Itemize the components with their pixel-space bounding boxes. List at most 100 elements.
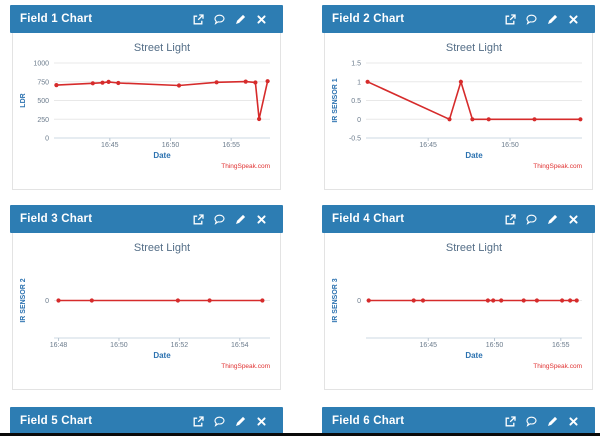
comment-icon[interactable] (213, 415, 225, 427)
chart-svg: Street Light 0 16:45 16:50 16:55 Date IR SENSO… (332, 242, 582, 370)
panel-actions (504, 213, 579, 225)
svg-text:16:50: 16:50 (162, 142, 180, 149)
panel-actions (192, 415, 267, 427)
panel-header: Field 2 Chart (322, 5, 595, 33)
svg-text:Date: Date (153, 151, 171, 160)
chart-field-1: Street Light 0 250 500 750 1000 16:45 16:50 16:5… (14, 34, 280, 189)
svg-text:16:45: 16:45 (101, 142, 119, 149)
chart-panel: Field 3 Chart (10, 205, 283, 390)
panel-body: Street Light 0 16:48 16:50 16:52 16:54 Date IR … (12, 233, 281, 390)
svg-text:750: 750 (37, 79, 49, 86)
close-icon[interactable] (567, 13, 579, 25)
svg-text:16:48: 16:48 (50, 342, 68, 349)
svg-text:ThingSpeak.com: ThingSpeak.com (221, 163, 270, 170)
svg-text:1: 1 (357, 79, 361, 86)
panel-actions (192, 213, 267, 225)
panel-body: Street Light 0 250 500 750 1000 16:45 16:50 16:5… (12, 33, 281, 190)
svg-text:0: 0 (45, 136, 49, 143)
panel-header: Field 6 Chart (322, 407, 595, 433)
svg-text:LDR: LDR (20, 93, 27, 107)
comment-icon[interactable] (525, 13, 537, 25)
svg-text:500: 500 (37, 98, 49, 105)
external-link-icon[interactable] (192, 415, 204, 427)
edit-pencil-icon[interactable] (546, 13, 558, 25)
external-link-icon[interactable] (192, 13, 204, 25)
panel-body: Street Light -0.5 0 0.5 1 1.5 16:45 16:50 Date IR… (324, 33, 593, 190)
svg-text:ThingSpeak.com: ThingSpeak.com (533, 363, 582, 370)
svg-text:Street Light: Street Light (446, 242, 502, 254)
panel-actions (192, 13, 267, 25)
panel-header: Field 1 Chart (10, 5, 283, 33)
svg-text:0: 0 (357, 298, 361, 305)
comment-icon[interactable] (213, 13, 225, 25)
chart-field-3: Street Light 0 16:48 16:50 16:52 16:54 Date IR … (14, 234, 280, 389)
chart-field-4: Street Light 0 16:45 16:50 16:55 Date IR SENSO… (326, 234, 592, 389)
panel-title: Field 6 Chart (332, 415, 405, 427)
svg-text:16:54: 16:54 (231, 342, 249, 349)
panel-title: Field 2 Chart (332, 13, 405, 25)
edit-pencil-icon[interactable] (546, 213, 558, 225)
close-icon[interactable] (567, 415, 579, 427)
svg-text:16:50: 16:50 (110, 342, 128, 349)
chart-svg: Street Light -0.5 0 0.5 1 1.5 16:45 16:50 Date IR… (332, 42, 583, 170)
panel-actions (504, 13, 579, 25)
panel-body: Street Light 0 16:45 16:50 16:55 Date IR SENSO… (324, 233, 593, 390)
svg-text:250: 250 (37, 117, 49, 124)
edit-pencil-icon[interactable] (546, 415, 558, 427)
external-link-icon[interactable] (504, 213, 516, 225)
chart-panel: Field 6 Chart (322, 407, 595, 433)
svg-text:0: 0 (45, 298, 49, 305)
svg-text:16:50: 16:50 (486, 342, 504, 349)
svg-text:Street Light: Street Light (134, 242, 190, 254)
svg-text:Date: Date (465, 151, 483, 160)
svg-text:ThingSpeak.com: ThingSpeak.com (533, 163, 582, 170)
panel-title: Field 1 Chart (20, 13, 93, 25)
external-link-icon[interactable] (504, 13, 516, 25)
svg-text:16:45: 16:45 (420, 342, 438, 349)
svg-text:16:55: 16:55 (552, 342, 570, 349)
close-icon[interactable] (255, 415, 267, 427)
panel-actions (504, 415, 579, 427)
comment-icon[interactable] (525, 415, 537, 427)
panel-title: Field 4 Chart (332, 213, 405, 225)
svg-text:-0.5: -0.5 (349, 136, 361, 143)
chart-panel: Field 1 Chart (10, 5, 283, 190)
chart-panel: Field 2 Chart (322, 5, 595, 190)
svg-text:16:52: 16:52 (171, 342, 189, 349)
chart-svg: Street Light 0 250 500 750 1000 16:45 16:50 16:5… (20, 42, 270, 170)
svg-text:16:55: 16:55 (222, 142, 240, 149)
comment-icon[interactable] (525, 213, 537, 225)
chart-svg: Street Light 0 16:48 16:50 16:52 16:54 Date IR … (20, 242, 270, 370)
edit-pencil-icon[interactable] (234, 415, 246, 427)
close-icon[interactable] (255, 13, 267, 25)
svg-text:Date: Date (465, 351, 483, 360)
chart-field-2: Street Light -0.5 0 0.5 1 1.5 16:45 16:50 Date IR… (326, 34, 592, 189)
svg-text:IR SENSOR 3: IR SENSOR 3 (332, 278, 339, 322)
edit-pencil-icon[interactable] (234, 13, 246, 25)
comment-icon[interactable] (213, 213, 225, 225)
external-link-icon[interactable] (504, 415, 516, 427)
svg-text:Date: Date (153, 351, 171, 360)
panel-header: Field 3 Chart (10, 205, 283, 233)
chart-panel: Field 5 Chart (10, 407, 283, 433)
svg-text:Street Light: Street Light (134, 42, 190, 54)
close-icon[interactable] (255, 213, 267, 225)
svg-text:16:45: 16:45 (419, 142, 437, 149)
external-link-icon[interactable] (192, 213, 204, 225)
panel-header: Field 4 Chart (322, 205, 595, 233)
svg-text:Street Light: Street Light (446, 42, 502, 54)
svg-text:IR SENSOR 1: IR SENSOR 1 (332, 78, 339, 122)
panel-title: Field 3 Chart (20, 213, 93, 225)
edit-pencil-icon[interactable] (234, 213, 246, 225)
svg-text:0.5: 0.5 (351, 98, 361, 105)
svg-text:0: 0 (357, 117, 361, 124)
svg-text:16:50: 16:50 (501, 142, 519, 149)
close-icon[interactable] (567, 213, 579, 225)
panel-title: Field 5 Chart (20, 415, 93, 427)
svg-text:IR SENSOR 2: IR SENSOR 2 (20, 278, 27, 322)
svg-text:ThingSpeak.com: ThingSpeak.com (221, 363, 270, 370)
chart-panel: Field 4 Chart (322, 205, 595, 390)
panel-header: Field 5 Chart (10, 407, 283, 433)
svg-text:1000: 1000 (33, 61, 49, 68)
